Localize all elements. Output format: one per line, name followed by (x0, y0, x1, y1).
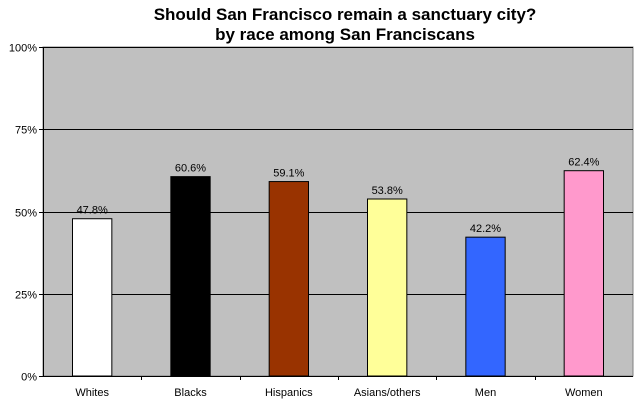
y-tick-label: 0% (21, 372, 37, 384)
y-axis: 0% 25% 50% 75% 100% (9, 43, 44, 384)
chart-subtitle: by race among San Franciscans (215, 25, 475, 44)
x-tick-label: Women (565, 387, 603, 399)
data-label: 59.1% (273, 168, 304, 180)
data-label: 60.6% (175, 163, 206, 175)
bar (268, 181, 309, 377)
x-tick-label: Men (475, 387, 496, 399)
gridlines (43, 47, 633, 295)
y-tick-label: 75% (15, 125, 37, 137)
y-tick-label: 25% (15, 290, 37, 302)
bar (563, 170, 605, 377)
x-axis: Whites Blacks Hispanics Asians/others Men Wom… (43, 376, 633, 399)
bar (72, 218, 113, 377)
plot-area (42, 46, 634, 377)
x-tick-label: Whites (75, 387, 109, 399)
y-tick-label: 100% (9, 43, 37, 55)
y-tick-label: 50% (15, 208, 37, 220)
data-label: 42.2% (470, 223, 501, 235)
bar (170, 176, 211, 377)
chart-title: Should San Francisco remain a sanctuary … (154, 5, 537, 24)
data-label: 47.8% (77, 205, 108, 217)
x-tick-label: Asians/others (354, 387, 421, 399)
x-tick-label: Blacks (174, 387, 207, 399)
data-label: 53.8% (372, 185, 403, 197)
bar (367, 198, 408, 377)
bar (465, 236, 506, 377)
x-tick-label: Hispanics (265, 387, 313, 399)
data-label: 62.4% (568, 157, 599, 169)
bars: 47.8% 60.6% 59.1% 53.8% 42.2% 62.4% (72, 157, 605, 377)
